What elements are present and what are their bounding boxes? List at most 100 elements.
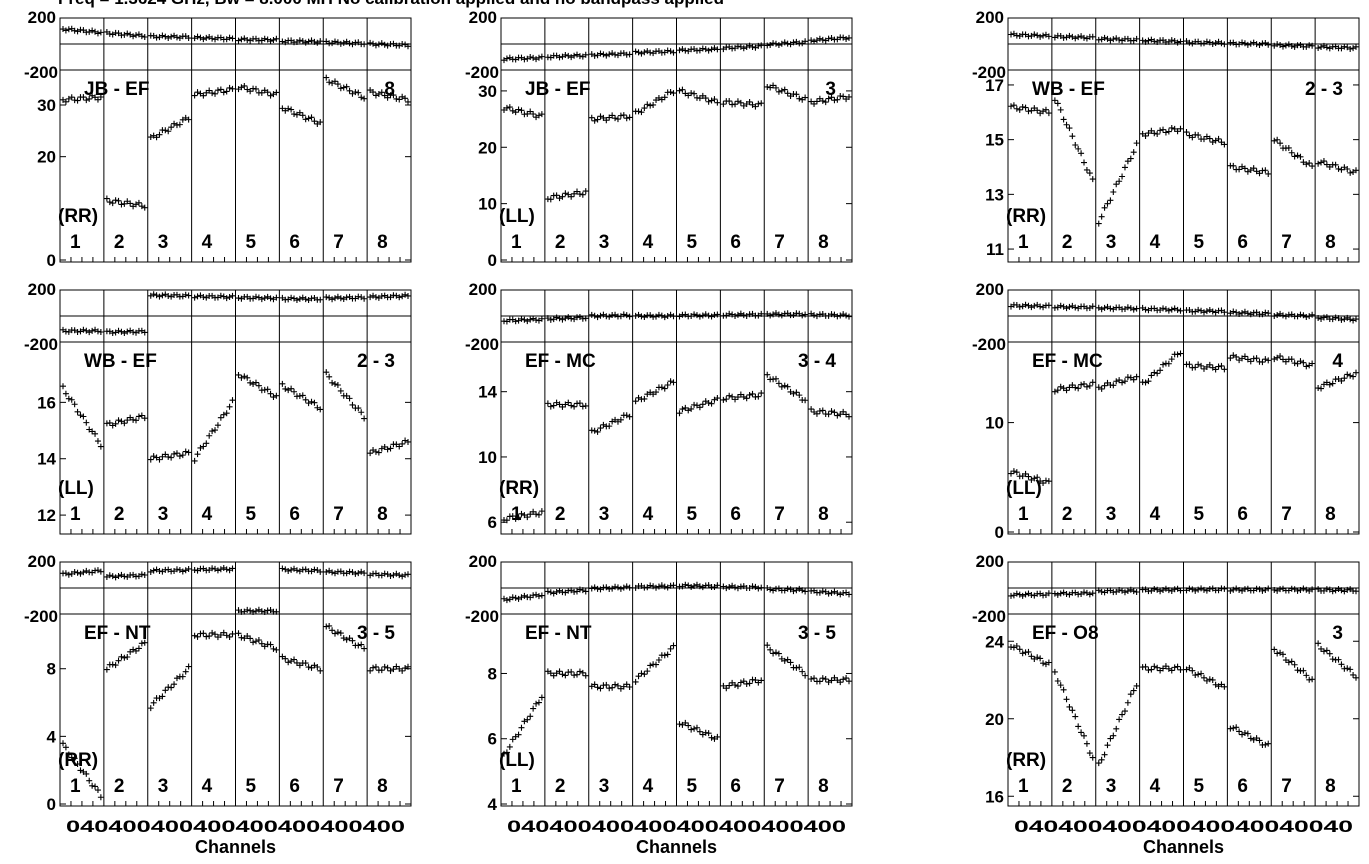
amp-point (1019, 103, 1026, 110)
amp-point (317, 406, 324, 413)
amp-point (1145, 378, 1152, 385)
amp-point (1262, 356, 1269, 363)
amp-point (667, 645, 674, 652)
amp-point (1315, 160, 1322, 167)
amp-point (1121, 708, 1128, 715)
amp-point (1116, 178, 1123, 185)
phase-point (1075, 34, 1082, 41)
amp-point (840, 676, 847, 683)
amp-point (1294, 667, 1301, 674)
spw-label: 5 (246, 504, 257, 525)
amp-point (635, 108, 642, 115)
phase-point (1107, 305, 1114, 312)
amp-point (1051, 388, 1058, 395)
spw-label: 7 (774, 232, 785, 253)
phase-point (168, 33, 175, 40)
amp-point (288, 658, 295, 665)
amp-point (179, 673, 186, 680)
phase-point (612, 583, 619, 590)
phase-point (288, 294, 295, 301)
amp-point (688, 405, 695, 412)
phase-point (1203, 308, 1210, 315)
phase-point (778, 40, 785, 47)
amp-point (664, 381, 671, 388)
amp-point (1013, 642, 1020, 649)
amp-point (1168, 124, 1175, 131)
phase-point (1177, 587, 1184, 594)
corner-label: 3 - 4 (798, 351, 836, 372)
amp-point (1072, 384, 1079, 391)
amp-point (1095, 220, 1102, 227)
amp-point (402, 437, 409, 444)
amp-point (793, 664, 800, 671)
amp-point (302, 116, 309, 123)
amp-point (1256, 737, 1263, 744)
amp-point (603, 681, 610, 688)
amp-point (1072, 713, 1079, 720)
amp-point (594, 116, 601, 123)
amp-point (802, 672, 809, 679)
amp-point (1300, 359, 1307, 366)
phase-tick-label: 200 (469, 552, 497, 571)
phase-point (1347, 45, 1354, 52)
phase-point (118, 571, 125, 578)
phase-point (355, 570, 362, 577)
amp-point (626, 413, 633, 420)
amp-point (720, 396, 727, 403)
amp-point (1160, 126, 1167, 133)
phase-point (223, 566, 230, 573)
amp-point (1025, 108, 1032, 115)
phase-point (83, 567, 90, 574)
phase-point (1057, 302, 1064, 309)
amp-point (343, 83, 350, 90)
amp-point (1028, 107, 1035, 114)
spw-label: 2 (114, 776, 125, 797)
amp-point (135, 413, 142, 420)
amp-point (97, 794, 104, 801)
amp-point (1285, 659, 1292, 666)
amp-point (62, 98, 69, 105)
amp-tick-label: 17 (985, 76, 1004, 95)
amp-point (509, 513, 516, 520)
amp-point (772, 375, 779, 382)
amp-point (135, 645, 142, 652)
amp-point (588, 114, 595, 121)
amp-point (1192, 364, 1199, 371)
phase-point (185, 565, 192, 572)
phase-tick-label: 200 (28, 8, 56, 27)
amp-tick-label: 15 (985, 131, 1004, 150)
amp-point (641, 105, 648, 112)
phase-point (1098, 36, 1105, 43)
spw-label: 5 (1194, 232, 1205, 253)
amp-point (220, 411, 227, 418)
amp-point (1329, 656, 1336, 663)
amp-point (1183, 129, 1190, 136)
amp-point (784, 90, 791, 97)
phase-point (693, 581, 700, 588)
amp-point (568, 402, 575, 409)
amp-point (285, 105, 292, 112)
amp-point (165, 128, 172, 135)
amp-point (843, 675, 850, 682)
phase-point (644, 48, 651, 55)
amp-point (270, 394, 277, 401)
amp-point (582, 402, 589, 409)
amp-point (1259, 359, 1266, 366)
amp-point (1101, 382, 1108, 389)
amp-point (209, 90, 216, 97)
phase-point (1344, 314, 1351, 321)
amp-point (1148, 372, 1155, 379)
phase-point (732, 584, 739, 591)
phase-point (1338, 316, 1345, 323)
phase-point (1318, 44, 1325, 51)
amp-point (808, 675, 815, 682)
amp-tick-label: 14 (478, 383, 497, 402)
phase-point (194, 293, 201, 300)
phase-point (556, 315, 563, 322)
amp-point (1104, 200, 1111, 207)
phase-tick-label: -200 (972, 335, 1006, 354)
amp-point (106, 199, 113, 206)
amp-point (1016, 646, 1023, 653)
amp-point (512, 109, 519, 116)
phase-point (723, 585, 730, 592)
